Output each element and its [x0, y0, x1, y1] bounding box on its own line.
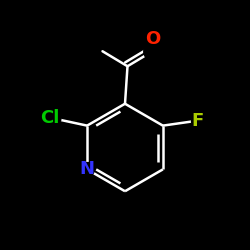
- Text: N: N: [80, 160, 94, 178]
- Text: F: F: [192, 112, 204, 130]
- Text: O: O: [145, 30, 160, 48]
- Text: Cl: Cl: [40, 109, 59, 127]
